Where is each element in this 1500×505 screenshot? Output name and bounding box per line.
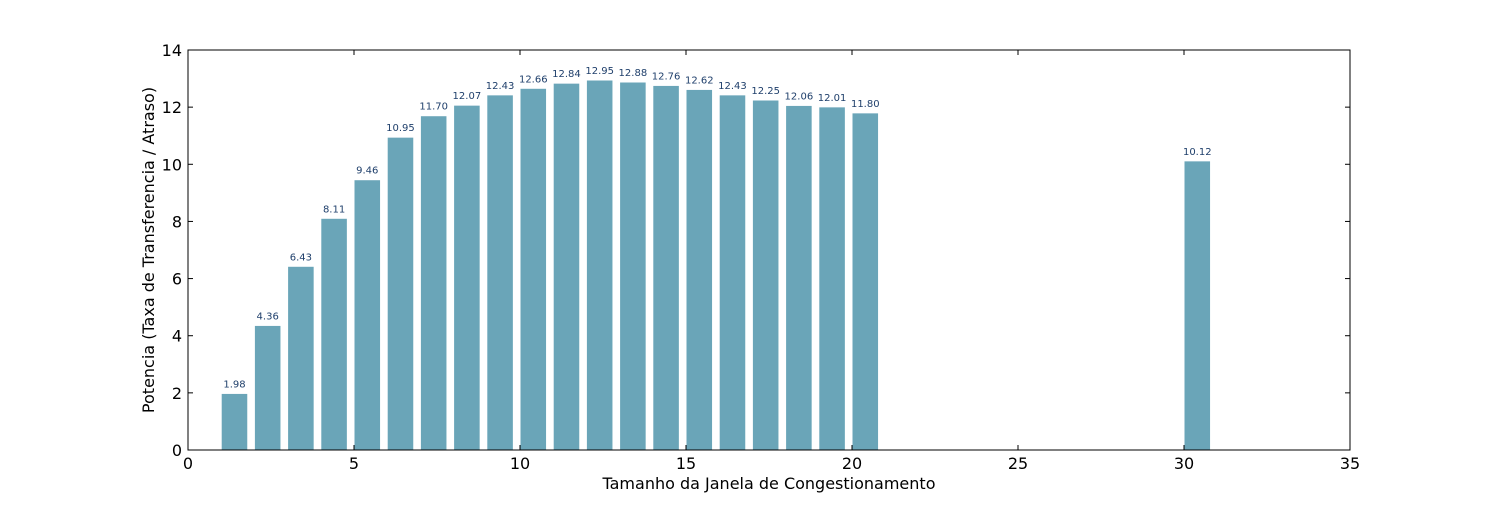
bar-value-label: 10.95 (386, 123, 415, 134)
bar-value-label: 4.36 (257, 311, 279, 322)
x-tick-label: 25 (1008, 454, 1028, 473)
bar (785, 104, 813, 451)
plot-frame (187, 49, 1351, 451)
x-tick-label: 5 (349, 454, 359, 473)
bar-value-label: 12.07 (453, 91, 482, 102)
bar-value-label: 11.80 (851, 99, 880, 110)
bar (320, 217, 348, 451)
x-tick-label: 35 (1340, 454, 1360, 473)
x-axis-title: Tamanho da Janela de Congestionamento (602, 474, 936, 493)
y-tick-label: 0 (172, 441, 182, 460)
bar-value-label: 12.76 (652, 71, 681, 82)
x-tick-label: 15 (676, 454, 696, 473)
bar (619, 81, 647, 451)
bar-value-label: 12.66 (519, 74, 548, 85)
y-tick-label: 12 (162, 98, 182, 117)
bar (220, 392, 249, 451)
bar (552, 82, 581, 451)
y-axis: 0 2 4 6 8 10 12 14 (162, 41, 1350, 460)
x-tick-label: 30 (1174, 454, 1194, 473)
bar (486, 94, 514, 451)
bar (386, 136, 415, 451)
y-tick-label: 10 (162, 155, 182, 174)
bar (685, 88, 714, 451)
x-tick-label: 10 (510, 454, 530, 473)
bar (353, 179, 382, 451)
bar-value-label: 12.95 (585, 66, 614, 77)
bars-layer (220, 79, 1212, 451)
y-tick-label: 14 (162, 41, 182, 60)
x-axis: 0 5 10 15 20 25 30 35 (183, 50, 1360, 473)
bar-value-label: 9.46 (356, 166, 378, 177)
bar (652, 84, 680, 451)
bar-value-label: 8.11 (323, 204, 345, 215)
y-tick-label: 4 (172, 327, 182, 346)
bar-value-label: 12.43 (486, 81, 515, 92)
bar (419, 115, 448, 451)
bar-value-label: 12.88 (619, 68, 648, 79)
bar-labels-layer: 1.98 4.36 6.43 8.11 9.46 10.95 11.70 12.07 12.43… (223, 66, 1211, 390)
bar (1183, 160, 1212, 451)
bar-value-label: 1.98 (223, 379, 245, 390)
y-axis-title: Potencia (Taxa de Transferencia / Atraso… (139, 87, 158, 413)
bar (751, 99, 780, 451)
bar (718, 94, 747, 451)
bar (851, 112, 880, 451)
bar-value-label: 6.43 (290, 252, 312, 263)
bar-value-label: 12.01 (818, 93, 847, 104)
bar-value-label: 12.84 (552, 69, 581, 80)
bar-value-label: 12.62 (685, 75, 714, 86)
bar (585, 79, 614, 451)
x-tick-label: 20 (842, 454, 862, 473)
bar (287, 265, 315, 451)
y-tick-label: 6 (172, 270, 182, 289)
bar-value-label: 12.43 (718, 81, 747, 92)
bar (519, 87, 548, 451)
bar (253, 324, 282, 451)
y-tick-label: 8 (172, 212, 182, 231)
bar-value-label: 12.25 (751, 86, 780, 97)
x-tick-label: 0 (183, 454, 193, 473)
bar-value-label: 10.12 (1183, 147, 1212, 158)
bar (453, 104, 481, 451)
bar (818, 106, 846, 451)
y-tick-label: 2 (172, 384, 182, 403)
bar-value-label: 11.70 (419, 102, 448, 113)
bar-value-label: 12.06 (785, 91, 814, 102)
